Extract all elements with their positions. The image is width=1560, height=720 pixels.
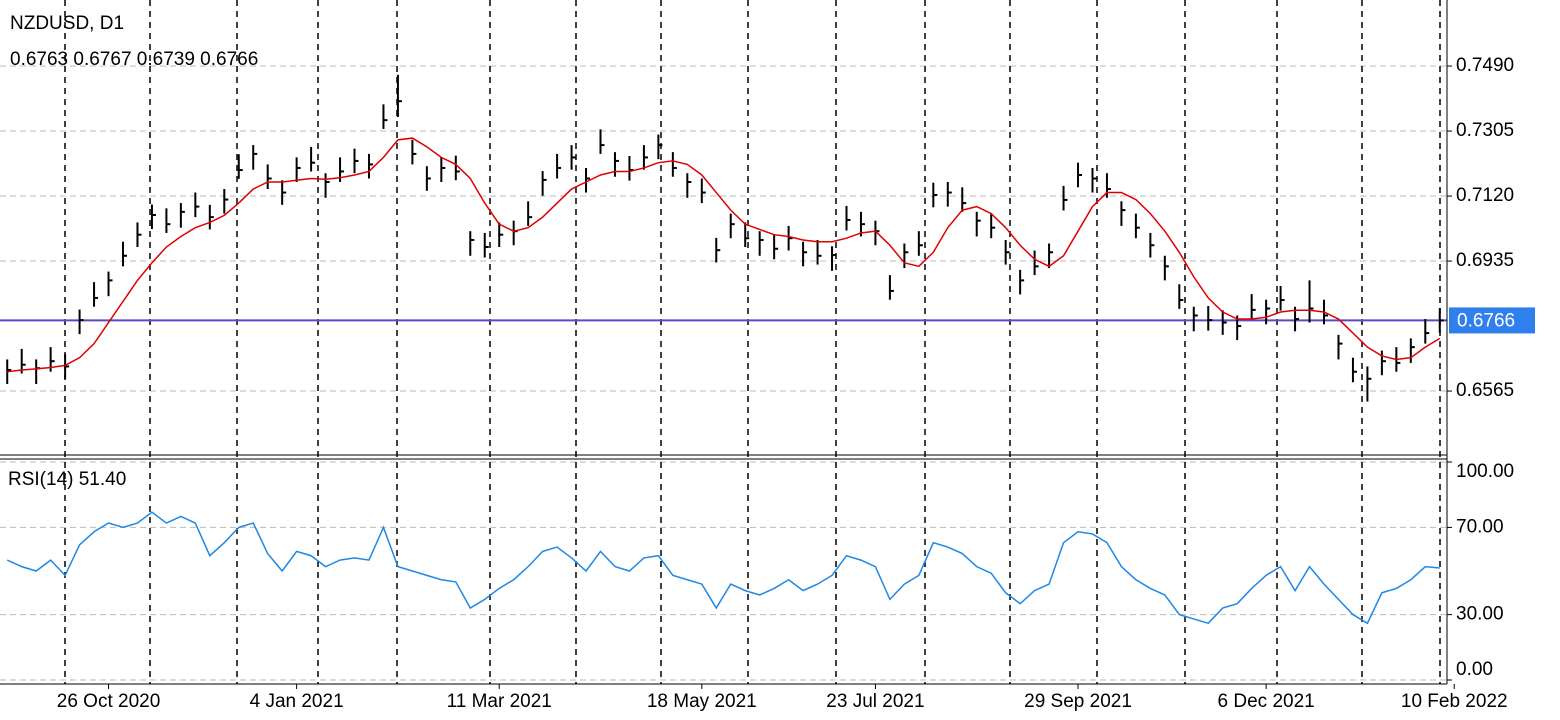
- x-tick-label: 23 Jul 2021: [826, 691, 924, 712]
- rsi-line: [6, 511, 1440, 625]
- moving-average-line: [7, 137, 1441, 373]
- ohlc-readout: 0.6763 0.6767 0.6739 0.6766: [10, 49, 258, 70]
- x-tick-label: 26 Oct 2020: [57, 691, 161, 712]
- x-tick-label: 18 May 2021: [647, 691, 757, 712]
- rsi-y-tick-label: 30.00: [1456, 604, 1504, 625]
- x-tick-label: 11 Mar 2021: [447, 691, 552, 712]
- chart-title: NZDUSD, D1: [10, 13, 124, 34]
- x-tick-label: 10 Feb 2022: [1401, 691, 1508, 712]
- x-tick-label: 6 Dec 2021: [1218, 691, 1315, 712]
- label-layer: 0.7490 0.7305 0.7120 0.6935 0.6565 100.00 70.0…: [57, 55, 1535, 712]
- x-tick-label: 4 Jan 2021: [250, 691, 344, 712]
- rsi-y-tick-label: 100.00: [1456, 461, 1514, 482]
- y-tick-label: 0.7490: [1456, 55, 1514, 76]
- y-tick-label: 0.7305: [1456, 120, 1514, 141]
- rsi-y-tick-label: 70.00: [1456, 516, 1504, 537]
- separator-layer: [64, 0, 1441, 684]
- y-tick-label: 0.6935: [1456, 250, 1514, 271]
- mark-layer: [0, 74, 1447, 625]
- last-price-label: 0.6766: [1457, 310, 1515, 331]
- y-tick-label: 0.6565: [1456, 380, 1514, 401]
- y-tick-label: 0.7120: [1456, 185, 1514, 206]
- last-price-tag: [1449, 307, 1535, 334]
- rsi-title: RSI(14) 51.40: [8, 469, 126, 490]
- rsi-y-tick-label: 0.00: [1456, 659, 1493, 680]
- x-tick-label: 29 Sep 2021: [1024, 691, 1132, 712]
